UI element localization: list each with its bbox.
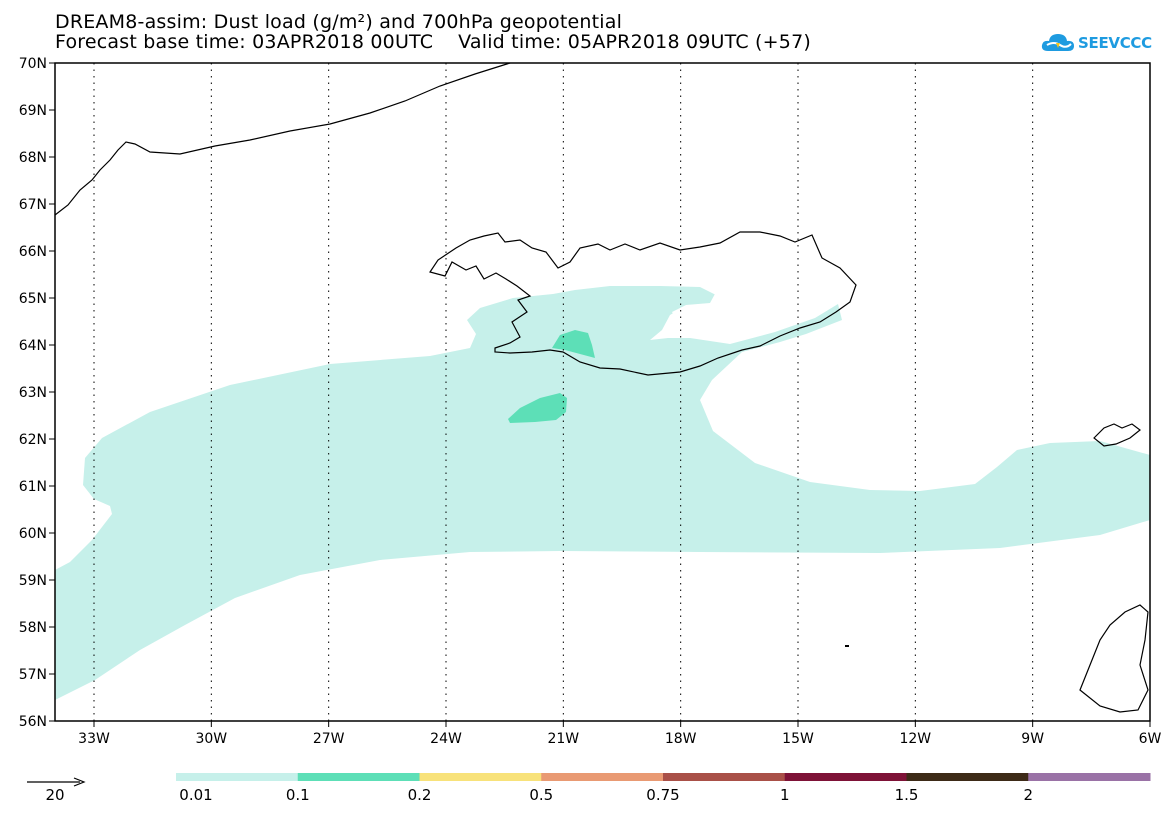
lat-label: 62N (19, 432, 47, 448)
seevccc-logo: SEEVCCC (1040, 28, 1152, 58)
lat-label: 64N (19, 338, 47, 354)
lon-label: 27W (313, 731, 345, 747)
lon-label: 18W (665, 731, 697, 747)
legend-level-label: 2 (1023, 786, 1033, 804)
lon-label: 24W (430, 731, 462, 747)
scotland-coast (1079, 604, 1149, 713)
legend-level-label: 0.01 (179, 786, 212, 804)
clear-patch (723, 297, 757, 309)
rockall-islet (845, 645, 849, 647)
iceland-coast (429, 231, 857, 376)
title-line-2: Forecast base time: 03APR2018 00UTC Vali… (55, 31, 811, 53)
lat-label: 70N (19, 56, 47, 72)
lon-label: 33W (78, 731, 110, 747)
wind-vector-reference: 20 (27, 777, 86, 804)
legend-level-label: 0.1 (286, 786, 310, 804)
lat-label: 68N (19, 150, 47, 166)
lat-label: 56N (19, 714, 47, 730)
lat-label: 67N (19, 197, 47, 213)
longitude-axis: 33W 30W 27W 24W 21W 18W 15W 12W 9W 6W (78, 721, 1162, 747)
legend-level-label: 1.5 (895, 786, 919, 804)
cloud-icon (1041, 34, 1074, 51)
latitude-axis: 70N 69N 68N 67N 66N 65N 64N 63N 62N 61N 60N 59N 58N 5… (19, 56, 55, 730)
lat-label: 65N (19, 291, 47, 307)
legend-swatch (419, 773, 542, 781)
legend-swatch (663, 773, 786, 781)
iceland-clear-area (555, 258, 835, 326)
legend-level-label: 0.2 (408, 786, 432, 804)
lat-label: 66N (19, 244, 47, 260)
legend-swatch (906, 773, 1029, 781)
logo-text: SEEVCCC (1078, 34, 1152, 52)
legend-level-label: 0.5 (529, 786, 553, 804)
dust-area-0.1-b (508, 393, 567, 423)
lon-label: 6W (1139, 731, 1162, 747)
legend-level-label: 0.75 (646, 786, 679, 804)
legend-swatch (297, 773, 420, 781)
lat-label: 61N (19, 479, 47, 495)
coastlines (54, 62, 1149, 713)
lat-label: 63N (19, 385, 47, 401)
dust-area-0.1-a (552, 330, 595, 358)
legend-level-label: 1 (780, 786, 790, 804)
lon-label: 12W (899, 731, 931, 747)
lon-label: 21W (547, 731, 579, 747)
lon-label: 30W (195, 731, 227, 747)
lat-label: 57N (19, 667, 47, 683)
lat-label: 69N (19, 103, 47, 119)
lon-label: 15W (782, 731, 814, 747)
greenland-coast (54, 62, 511, 216)
lat-label: 58N (19, 620, 47, 636)
title-line-1: DREAM8-assim: Dust load (g/m²) and 700hP… (55, 11, 623, 33)
lat-label: 59N (19, 573, 47, 589)
vector-scale-label: 20 (45, 786, 64, 804)
legend-swatch (784, 773, 907, 781)
lon-label: 9W (1021, 731, 1044, 747)
color-legend: 0.01 0.1 0.2 0.5 0.75 1 1.5 2 (176, 773, 1151, 804)
lat-label: 60N (19, 526, 47, 542)
legend-swatch (541, 773, 664, 781)
legend-swatch (1028, 773, 1151, 781)
legend-swatch (176, 773, 299, 781)
faroe-coast (1093, 423, 1141, 447)
dust-area-0.01 (55, 286, 1150, 700)
